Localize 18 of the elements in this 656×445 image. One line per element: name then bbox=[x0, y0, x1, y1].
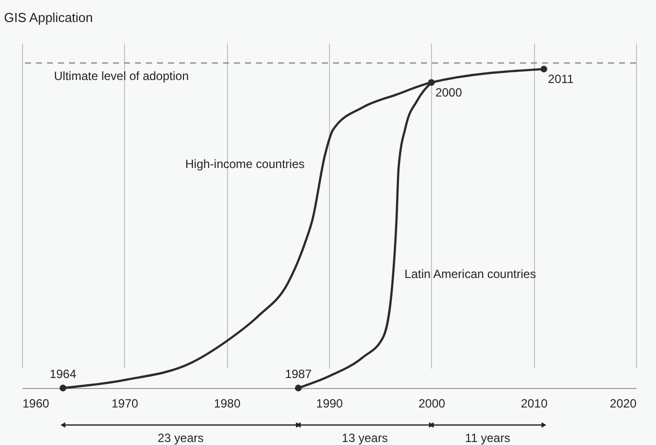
x-tick-label: 2020 bbox=[610, 396, 637, 410]
text: 23 years bbox=[158, 431, 204, 445]
annotation: 1964 bbox=[50, 367, 77, 381]
x-tick-label: 1990 bbox=[316, 396, 344, 410]
x-tick-label: 2000 bbox=[418, 396, 446, 410]
series-label: High-income countries bbox=[185, 156, 305, 171]
x-tick-label: 2010 bbox=[520, 396, 548, 410]
x-tick-label: 1970 bbox=[111, 396, 139, 410]
annotation: 2000 bbox=[435, 85, 462, 100]
annotation: 2011 bbox=[548, 72, 574, 86]
text: 11 years bbox=[465, 431, 510, 445]
series-label: Latin American countries bbox=[404, 266, 536, 281]
x-tick-label: 1960 bbox=[22, 396, 50, 410]
chart-title: GIS Application bbox=[4, 10, 93, 25]
ref-line-label: Ultimate level of adoption bbox=[54, 69, 189, 83]
x-tick-label: 1980 bbox=[214, 396, 241, 410]
annotation: 1987 bbox=[284, 367, 312, 381]
text: 13 years bbox=[342, 431, 388, 445]
